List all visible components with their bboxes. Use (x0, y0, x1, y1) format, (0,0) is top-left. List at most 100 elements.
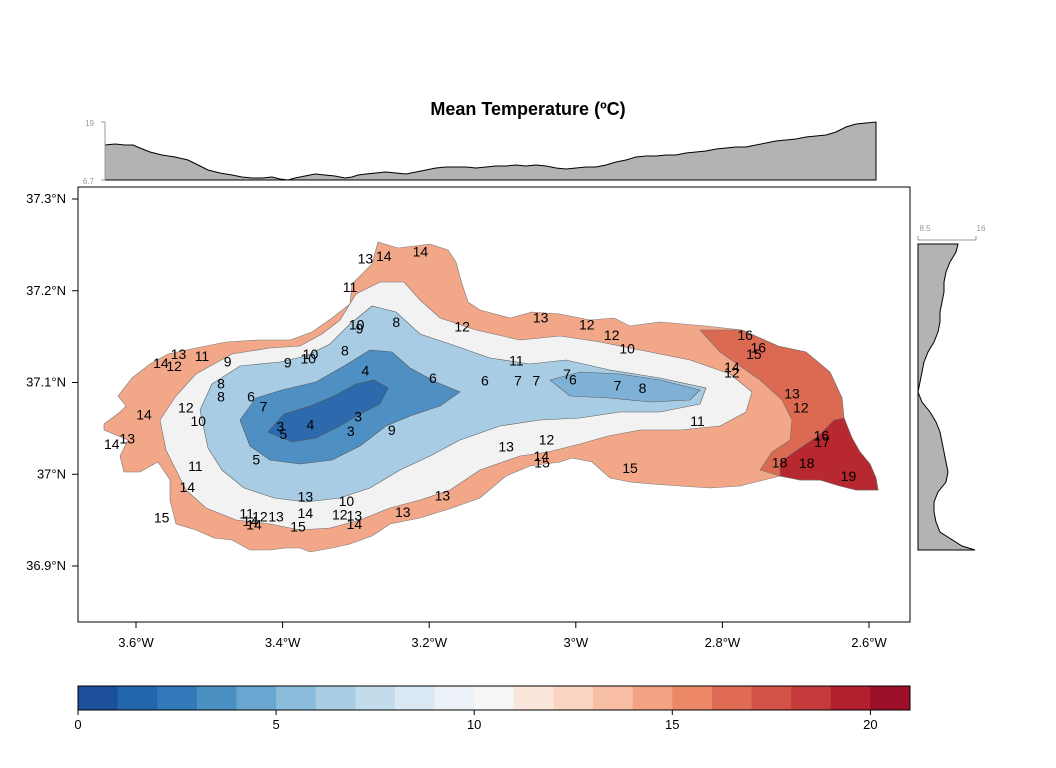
colorbar-frame (77, 685, 911, 711)
contour-label: 15 (622, 460, 638, 476)
colorbar-swatch (78, 686, 119, 710)
colorbar-swatch (236, 686, 277, 710)
colorbar-swatch (553, 686, 594, 710)
contour-label: 14 (298, 505, 314, 521)
contour-label: 8 (217, 388, 225, 404)
contour-label: 13 (784, 386, 800, 402)
contour-label: 12 (539, 431, 555, 447)
contour-label: 17 (814, 434, 830, 450)
colorbar-tick-label: 15 (665, 717, 679, 732)
contour-label: 10 (300, 351, 316, 367)
colorbar-tick-label: 0 (74, 717, 81, 732)
longitude-tick-label: 2.8°W (705, 635, 741, 650)
contour-label: 11 (343, 279, 358, 295)
contour-label: 14 (376, 248, 392, 264)
longitude-tick-label: 3.2°W (411, 635, 447, 650)
contour-label: 12 (332, 507, 348, 523)
colorbar-swatch (394, 686, 435, 710)
contour-label: 4 (362, 363, 370, 379)
region-cool-east-valley (549, 371, 701, 403)
right-profile-min-label: 8.5 (919, 224, 931, 233)
contour-label: 13 (358, 251, 374, 267)
contour-label: 15 (154, 509, 170, 525)
contour-label: 11 (195, 348, 210, 364)
contour-label: 19 (841, 468, 857, 484)
contour-label: 15 (290, 519, 306, 535)
contour-label: 12 (579, 317, 595, 333)
contour-label: 13 (268, 508, 284, 524)
contour-label: 13 (395, 504, 411, 520)
contour-label: 14 (180, 479, 196, 495)
contour-label: 18 (772, 454, 788, 470)
colorbar-swatch (474, 686, 515, 710)
longitude-tick-label: 3.6°W (118, 635, 154, 650)
longitude-axis: 3.6°W 3.4°W 3.2°W 3°W 2.8°W 2.6°W (78, 621, 910, 650)
contour-label: 13 (533, 309, 549, 325)
colorbar-swatch (117, 686, 158, 710)
contour-label: 6 (481, 373, 489, 389)
top-profile-area (104, 121, 877, 181)
contour-label: 11 (239, 506, 254, 522)
colorbar-swatch (672, 686, 713, 710)
contour-label: 3 (277, 419, 285, 435)
contour-label: 6 (429, 370, 437, 386)
contour-label: 10 (349, 317, 365, 333)
contour-label: 18 (799, 455, 815, 471)
colorbar-swatch (276, 686, 317, 710)
contour-label: 11 (509, 352, 524, 368)
contour-label: 12 (454, 319, 470, 335)
contour-label: 10 (619, 341, 635, 357)
right-profile-max-label: 16 (977, 224, 986, 233)
contour-label: 3 (347, 423, 355, 439)
latitude-tick-label: 37.1°N (26, 375, 66, 390)
contour-label: 10 (339, 493, 355, 509)
contour-label: 13 (498, 439, 514, 455)
contour-label: 14 (534, 448, 550, 464)
colorbar-swatch (830, 686, 871, 710)
contour-label: 9 (224, 353, 232, 369)
contour-label: 11 (188, 458, 203, 474)
colorbar-swatch (434, 686, 475, 710)
contour-label: 14 (347, 516, 363, 532)
colorbar-swatch (711, 686, 752, 710)
colorbar-tick-label: 10 (467, 717, 481, 732)
right-profile-area (917, 243, 976, 551)
latitude-tick-label: 37°N (37, 466, 66, 481)
region-hot-southeast (779, 417, 879, 491)
colorbar-swatch (791, 686, 832, 710)
contour-label: 10 (191, 413, 207, 429)
figure-title: Mean Temperature (ºC) (430, 99, 625, 119)
colorbar-swatch (196, 686, 237, 710)
colorbar-swatch (632, 686, 673, 710)
colorbar-tick-label: 20 (863, 717, 877, 732)
contour-label: 13 (347, 508, 363, 524)
contour-label: 14 (104, 436, 120, 452)
contour-label: 15 (746, 346, 762, 362)
contour-label: 15 (534, 454, 550, 470)
contour-label: 12 (604, 327, 620, 343)
contour-label: 12 (178, 399, 194, 415)
contour-label: 12 (252, 508, 268, 524)
contour-label: 14 (724, 359, 740, 375)
colorbar-swatch (513, 686, 554, 710)
top-profile-min-label: 6.7 (83, 177, 95, 186)
contour-label: 16 (814, 428, 830, 444)
contour-label: 12 (793, 399, 809, 415)
contour-label: 5 (252, 452, 260, 468)
contour-label: 13 (119, 430, 135, 446)
contour-label: 7 (532, 373, 540, 389)
contour-label: 13 (435, 487, 451, 503)
contour-label: 9 (284, 354, 292, 370)
top-profile-max-label: 19 (85, 119, 94, 128)
contour-label: 12 (166, 358, 182, 374)
colorbar-swatch (751, 686, 792, 710)
contour-label: 5 (279, 426, 287, 442)
contour-label: 4 (307, 417, 315, 433)
contour-label: 14 (413, 243, 429, 259)
contour-label: 9 (356, 320, 364, 336)
colorbar-swatch (593, 686, 634, 710)
